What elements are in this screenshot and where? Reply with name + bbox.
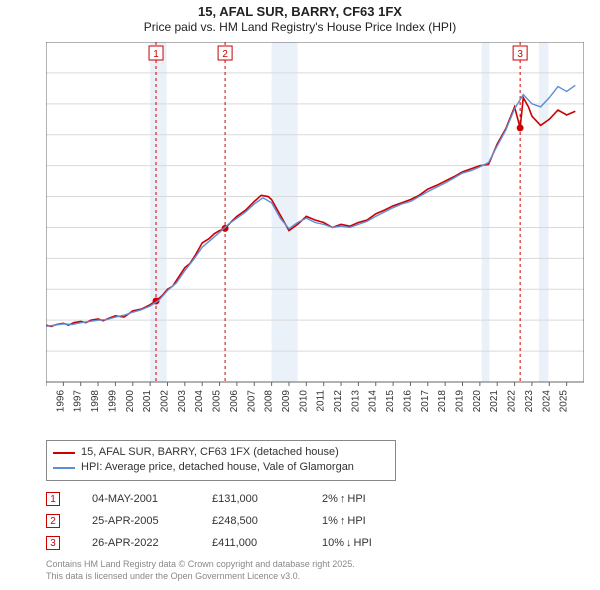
svg-text:1: 1 <box>153 49 159 60</box>
svg-text:2018: 2018 <box>437 390 448 413</box>
marker-row: 2 25-APR-2005 £248,500 1% ↑ HPI <box>46 510 412 532</box>
marker-diff-suffix: HPI <box>347 493 365 505</box>
marker-price: £248,500 <box>212 515 322 527</box>
svg-text:2016: 2016 <box>402 390 413 413</box>
chart-container: 15, AFAL SUR, BARRY, CF63 1FX Price paid… <box>0 0 600 590</box>
marker-diff: 10% ↓ HPI <box>322 537 412 549</box>
marker-diff-pct: 10% <box>322 537 344 549</box>
svg-text:2011: 2011 <box>316 390 327 412</box>
svg-text:2006: 2006 <box>229 390 240 413</box>
svg-text:2015: 2015 <box>385 390 396 413</box>
arrow-icon: ↑ <box>340 515 346 527</box>
svg-text:2012: 2012 <box>333 390 344 413</box>
svg-text:2025: 2025 <box>559 390 570 413</box>
footer-line-2: This data is licensed under the Open Gov… <box>46 570 355 582</box>
svg-text:2004: 2004 <box>194 390 205 413</box>
marker-diff: 2% ↑ HPI <box>322 493 412 505</box>
marker-number-box: 3 <box>46 536 60 550</box>
footer-line-1: Contains HM Land Registry data © Crown c… <box>46 558 355 570</box>
legend-row: 15, AFAL SUR, BARRY, CF63 1FX (detached … <box>53 445 389 460</box>
svg-text:3: 3 <box>517 49 523 60</box>
marker-number-box: 1 <box>46 492 60 506</box>
svg-text:2024: 2024 <box>541 390 552 413</box>
title-line-1: 15, AFAL SUR, BARRY, CF63 1FX <box>0 4 600 19</box>
svg-text:2007: 2007 <box>246 390 257 413</box>
marker-row: 1 04-MAY-2001 £131,000 2% ↑ HPI <box>46 488 412 510</box>
svg-text:2014: 2014 <box>368 390 379 413</box>
svg-text:1995: 1995 <box>46 390 49 413</box>
footer: Contains HM Land Registry data © Crown c… <box>46 558 355 582</box>
svg-text:1998: 1998 <box>90 390 101 413</box>
marker-diff: 1% ↑ HPI <box>322 515 412 527</box>
svg-text:2005: 2005 <box>212 390 223 413</box>
marker-diff-pct: 2% <box>322 493 338 505</box>
arrow-icon: ↑ <box>340 493 346 505</box>
svg-text:1997: 1997 <box>73 390 84 413</box>
marker-date: 04-MAY-2001 <box>92 493 212 505</box>
svg-text:2009: 2009 <box>281 390 292 413</box>
svg-text:2023: 2023 <box>524 390 535 413</box>
svg-text:2002: 2002 <box>159 390 170 413</box>
marker-date: 26-APR-2022 <box>92 537 212 549</box>
svg-text:2019: 2019 <box>455 390 466 413</box>
svg-text:2022: 2022 <box>507 390 518 413</box>
title-line-2: Price paid vs. HM Land Registry's House … <box>0 20 600 34</box>
marker-date: 25-APR-2005 <box>92 515 212 527</box>
legend-text: HPI: Average price, detached house, Vale… <box>81 460 354 475</box>
svg-text:2000: 2000 <box>125 390 136 413</box>
svg-text:2: 2 <box>222 49 228 60</box>
svg-text:1999: 1999 <box>107 390 118 413</box>
svg-text:2010: 2010 <box>298 390 309 413</box>
svg-text:2013: 2013 <box>350 390 361 413</box>
svg-text:2020: 2020 <box>472 390 483 413</box>
legend-swatch <box>53 452 75 454</box>
marker-price: £411,000 <box>212 537 322 549</box>
legend-swatch <box>53 467 75 469</box>
svg-text:2021: 2021 <box>489 390 500 413</box>
marker-row: 3 26-APR-2022 £411,000 10% ↓ HPI <box>46 532 412 554</box>
svg-text:2001: 2001 <box>142 390 153 413</box>
title-block: 15, AFAL SUR, BARRY, CF63 1FX Price paid… <box>0 0 600 36</box>
svg-text:2008: 2008 <box>264 390 275 413</box>
svg-text:1996: 1996 <box>55 390 66 413</box>
marker-diff-suffix: HPI <box>347 515 365 527</box>
marker-price: £131,000 <box>212 493 322 505</box>
marker-table: 1 04-MAY-2001 £131,000 2% ↑ HPI 2 25-APR… <box>46 488 412 554</box>
legend-text: 15, AFAL SUR, BARRY, CF63 1FX (detached … <box>81 445 339 460</box>
marker-diff-suffix: HPI <box>354 537 372 549</box>
chart-svg: £0£50K£100K£150K£200K£250K£300K£350K£400… <box>46 42 584 442</box>
svg-text:2003: 2003 <box>177 390 188 413</box>
marker-number-box: 2 <box>46 514 60 528</box>
arrow-icon: ↓ <box>346 537 352 549</box>
chart-area: £0£50K£100K£150K£200K£250K£300K£350K£400… <box>46 42 584 400</box>
svg-text:2017: 2017 <box>420 390 431 413</box>
legend-row: HPI: Average price, detached house, Vale… <box>53 460 389 475</box>
legend: 15, AFAL SUR, BARRY, CF63 1FX (detached … <box>46 440 396 481</box>
marker-diff-pct: 1% <box>322 515 338 527</box>
